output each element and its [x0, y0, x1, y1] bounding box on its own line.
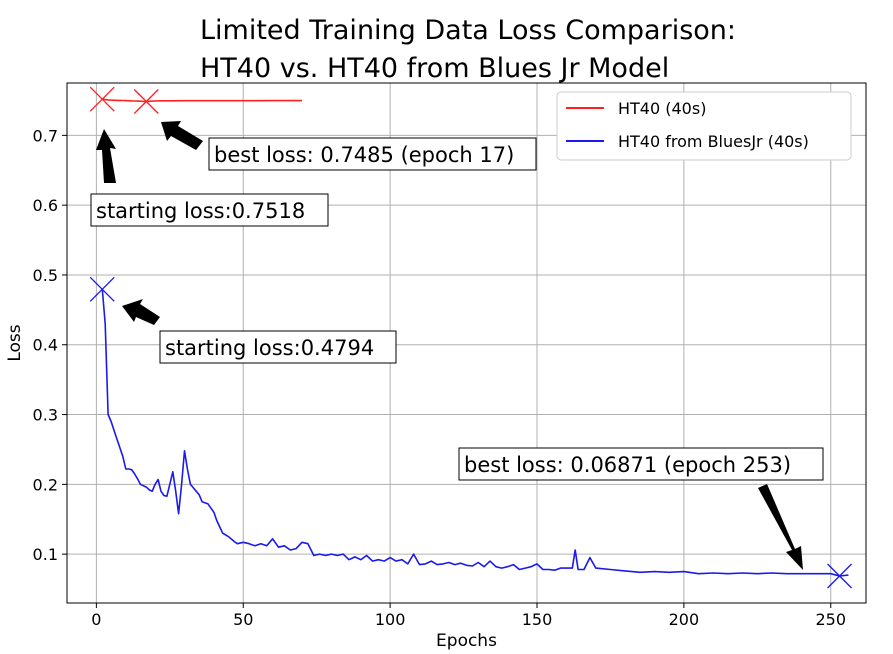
y-tick-label: 0.4	[33, 336, 58, 355]
plot-frame	[66, 82, 867, 604]
annotation-best-ht40: best loss: 0.7485 (epoch 17)	[161, 121, 537, 171]
x-tick-label: 250	[815, 610, 846, 629]
y-axis-label: Loss	[5, 324, 25, 361]
legend-label-ht40: HT40 (40s)	[618, 99, 706, 118]
annotation-start-bluesjr: starting loss:0.4794	[122, 299, 397, 364]
ticks: 0 50 100 150 200 250 0.1 0.2 0.3 0.4 0.5 0.6 0.7	[33, 126, 846, 629]
start-marker-0-b	[89, 86, 115, 112]
x-tick-label: 0	[91, 610, 101, 629]
annotation-text-best-bluesjr: best loss: 0.06871 (epoch 253)	[464, 453, 791, 477]
x-tick-label: 150	[522, 610, 553, 629]
x-tick-label: 50	[233, 610, 253, 629]
best-marker-1-b	[827, 563, 853, 589]
y-tick-label: 0.3	[33, 406, 58, 425]
y-tick-label: 0.7	[33, 126, 58, 145]
annotation-text-best-ht40: best loss: 0.7485 (epoch 17)	[214, 143, 514, 167]
chart-title-line-1: Limited Training Data Loss Comparison:	[200, 15, 736, 46]
best-marker-0-b	[133, 89, 159, 114]
arrow-start-ht40	[96, 129, 116, 183]
y-tick-label: 0.6	[33, 196, 58, 215]
annotation-text-start-bluesjr: starting loss:0.4794	[165, 336, 374, 360]
series-layer	[101, 98, 849, 577]
arrow-best-ht40	[161, 121, 203, 150]
x-tick-label: 200	[669, 610, 700, 629]
y-tick-label: 0.5	[33, 266, 58, 285]
x-tick-label: 100	[375, 610, 406, 629]
start-marker-1-b	[89, 276, 115, 302]
y-tick-label: 0.2	[33, 475, 58, 494]
x-axis-label: Epochs	[436, 631, 497, 651]
arrow-best-bluesjr	[758, 484, 803, 570]
annotation-best-bluesjr: best loss: 0.06871 (epoch 253)	[458, 447, 824, 570]
annotations: best loss: 0.7485 (epoch 17) starting lo…	[90, 121, 824, 570]
series-line-0	[102, 98, 302, 103]
chart-title: Limited Training Data Loss Comparison: H…	[200, 12, 736, 88]
chart-title-line-2: HT40 vs. HT40 from Blues Jr Model	[200, 53, 670, 84]
markers	[89, 86, 853, 589]
y-tick-label: 0.1	[33, 545, 58, 564]
legend-label-bluesjr: HT40 from BluesJr (40s)	[618, 132, 809, 151]
annotation-start-ht40: starting loss:0.7518	[90, 129, 329, 227]
grid	[67, 83, 866, 603]
arrow-start-bluesjr	[122, 299, 160, 325]
series-line-1	[101, 289, 849, 577]
annotation-text-start-ht40: starting loss:0.7518	[96, 199, 305, 223]
legend: HT40 (40s) HT40 from BluesJr (40s)	[556, 91, 852, 161]
